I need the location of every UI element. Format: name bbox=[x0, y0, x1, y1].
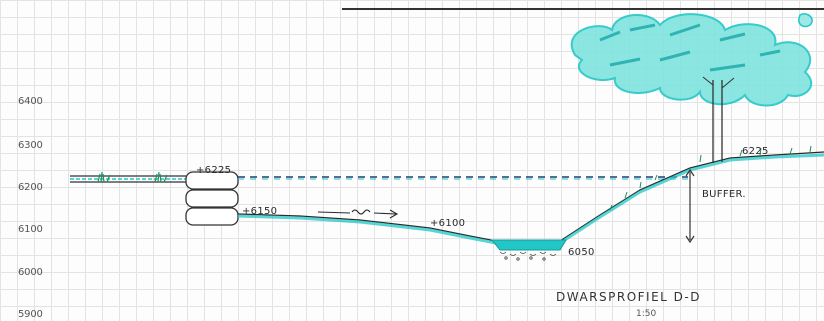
level-label-ditch-bottom: 6050 bbox=[568, 247, 595, 258]
elevation-tick: 5900 bbox=[18, 309, 43, 320]
tree-icon bbox=[570, 13, 813, 163]
elevation-tick: 6300 bbox=[18, 140, 43, 151]
level-label-lower-terrace: +6150 bbox=[242, 206, 277, 217]
level-label-bank-right: 6225 bbox=[742, 146, 769, 157]
level-label-slope-mid: +6100 bbox=[430, 218, 465, 229]
ditch-gravel bbox=[499, 251, 557, 261]
flow-arrow-icon bbox=[317, 209, 399, 219]
buffer-dimension bbox=[685, 168, 695, 244]
ditch-water bbox=[490, 239, 567, 251]
elevation-tick: 6100 bbox=[18, 224, 43, 235]
elevation-axis: 6400 6300 6200 6100 6000 5900 bbox=[18, 96, 43, 320]
section-title: DWARSPROFIEL D-D bbox=[556, 290, 701, 304]
buffer-label: BUFFER. bbox=[702, 189, 746, 200]
left-bank-strip bbox=[70, 175, 186, 183]
retaining-wall-blocks bbox=[185, 171, 239, 226]
elevation-tick: 6000 bbox=[18, 267, 43, 278]
elevation-tick: 6200 bbox=[18, 182, 43, 193]
grass-tuft-icon bbox=[97, 171, 168, 183]
grass-slope-icon bbox=[609, 145, 812, 211]
level-label-bank-left: +6225 bbox=[196, 165, 231, 176]
elevation-tick: 6400 bbox=[18, 96, 43, 107]
section-scale: 1:50 bbox=[636, 309, 656, 319]
